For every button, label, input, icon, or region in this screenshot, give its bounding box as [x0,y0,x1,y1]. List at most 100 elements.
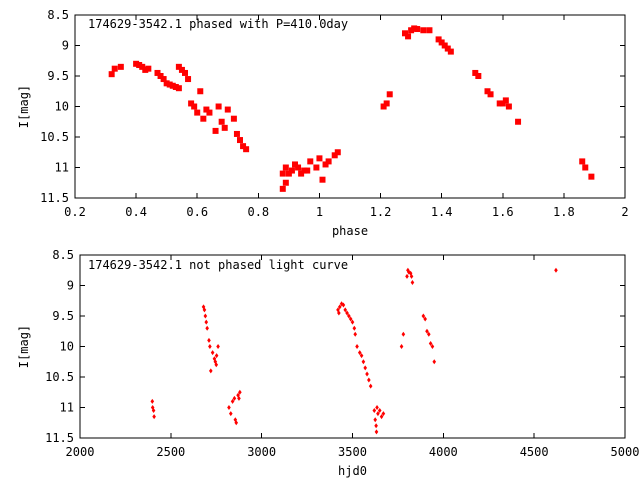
chart-2-y-tick-label: 11.5 [45,431,74,445]
chart-2-data-point [214,362,219,368]
chart-2-y-tick-label: 11 [60,401,74,415]
chart-1-y-tick-label: 10 [55,100,69,114]
chart-2-data-point [361,359,366,365]
chart-2-data-point [374,429,379,435]
chart-1-data-point [322,161,329,168]
chart-1-data-point [298,170,305,177]
chart-1-data-point [426,27,433,34]
chart-2-x-tick-label: 2500 [156,445,185,459]
chart-1-data-point [237,137,243,144]
chart-1-data-point [282,164,289,171]
chart-1-data-point [301,167,308,174]
chart-2-data-point [152,414,156,420]
chart-2-x-tick-label: 4500 [520,445,549,459]
chart-1-data-point [221,124,228,131]
chart-1-data-point [166,81,173,88]
chart-2-data-point [554,267,558,273]
chart-1-x-tick-label: 1.2 [370,205,392,219]
chart-2-data-point [343,307,348,313]
chart-1-y-tick-label: 11 [55,161,69,175]
chart-2-data-point [432,359,437,365]
chart-1-y-tick-label: 8.5 [47,8,69,22]
chart-2-data-point [227,405,231,410]
chart-2-data-point [203,313,208,319]
chart-1-x-tick-label: 2 [621,205,628,219]
chart-2-data-point [232,395,237,401]
chart-1-y-tick-label: 11.5 [40,191,69,205]
chart-1-data-point [316,155,323,162]
chart-1-data-point [182,69,188,76]
chart-1-data-point [447,48,454,55]
chart-1-data-point [405,33,412,40]
chart-1-data-point [139,63,146,70]
chart-2-data-point [345,310,349,316]
chart-1-x-tick-label: 0.8 [247,205,269,219]
chart-1-data-point [194,109,201,116]
chart-2-data-point [150,398,155,404]
chart-1-data-point [411,25,418,32]
chart-2-data-point [350,319,355,325]
chart-1-x-tick-label: 1.6 [492,205,514,219]
chart-1-data-point [515,118,522,125]
chart-1-data-point [197,88,204,95]
chart-2-x-tick-label: 5000 [611,445,640,459]
chart-2-data-point [375,405,379,410]
chart-2-data-point [216,344,220,349]
chart-1-data-point [279,170,286,177]
chart-2-data-point [204,319,209,325]
chart-2-data-point [347,313,351,319]
chart-2-data-point [213,359,218,365]
chart-1-data-point [499,100,506,107]
chart-2-data-point [214,353,219,359]
chart-2-data-point [233,417,238,423]
chart-1-data-point [285,170,292,177]
chart-1-data-point [288,167,295,174]
chart-1-data-point [200,115,207,122]
chart-1-data-point [142,66,149,73]
chart-1-data-point [496,100,503,107]
chart-2-data-point [399,344,404,349]
chart-1-y-tick-label: 9 [62,39,69,53]
chart-1-x-tick-label: 0.2 [64,205,86,219]
chart-1-data-point [191,103,198,110]
chart-1-data-point [224,106,231,113]
chart-1-data-point [240,143,247,150]
chart-2-y-tick-label: 9 [67,279,74,293]
chart-1-data-point [133,60,140,67]
chart-1-x-tick-label: 1 [316,205,323,219]
chart-1-data-point [441,42,448,49]
chart-2-data-point [341,302,346,308]
chart-2-data-point [376,411,380,417]
chart-1-data-point [169,82,176,89]
chart-2-data-point [352,325,357,331]
chart-1-data-point [279,185,286,192]
chart-2-data-point [348,316,353,322]
chart-2-data-point [425,328,429,334]
chart-2-data-point [207,337,211,343]
chart-2-data-point [212,356,217,362]
chart-2-data-point [337,304,342,310]
chart-1-data-point [307,158,314,165]
chart-2-data-point [210,350,215,356]
chart-1-data-point [212,127,219,134]
chart-2-data-point [234,420,239,426]
chart-1-data-point [313,164,320,171]
chart-2-data-point [151,408,156,414]
chart-2-data-point [421,313,426,319]
chart-1-data-point [172,83,179,90]
chart-1-data-point [402,30,408,37]
chart-1-data-point [484,88,491,95]
chart-1-data-point [502,97,509,104]
chart-2-data-point [236,392,240,398]
chart-1-y-axis-label: I[mag] [17,85,31,128]
chart-1-data-point [380,103,387,110]
chart-1-data-point [108,71,115,78]
chart-2-data-point [367,377,371,383]
chart-1-data-point [438,39,445,46]
chart-2-y-tick-label: 10 [60,340,74,354]
chart-1-data-point [215,103,222,110]
chart-1-x-tick-label: 1.4 [431,205,453,219]
chart-2-data-point [406,267,410,273]
chart-1-data-point [206,109,213,116]
